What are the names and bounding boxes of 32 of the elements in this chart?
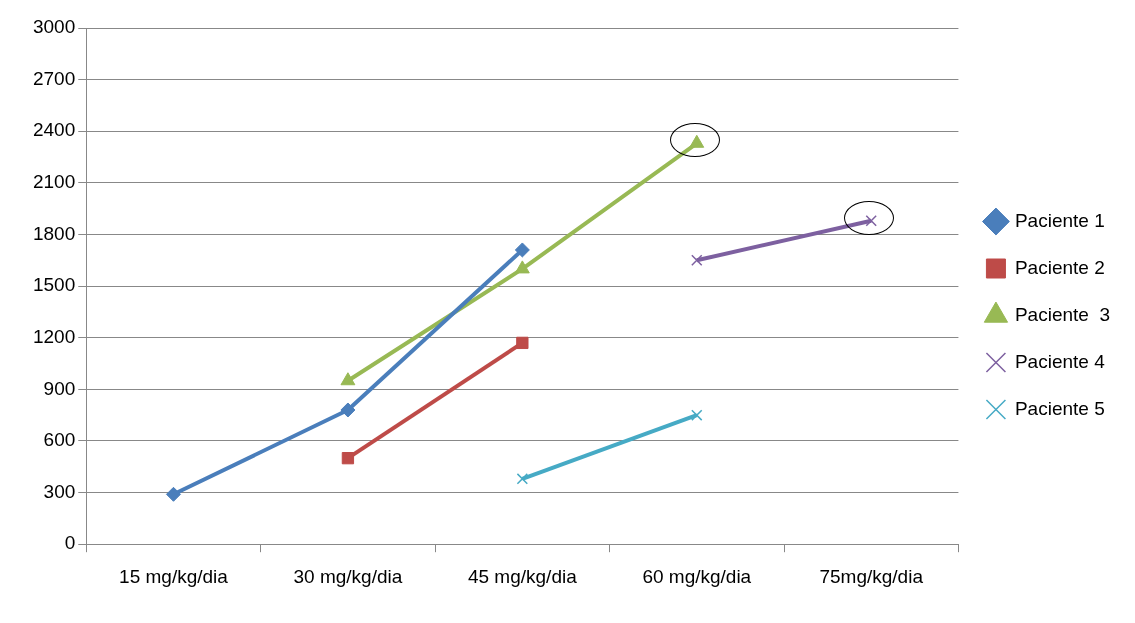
x-tick-label: 45 mg/kg/dia — [467, 565, 578, 587]
x-tick-label: 60 mg/kg/dia — [642, 565, 752, 587]
y-tick-label: 1800 — [32, 222, 76, 244]
y-tick-label: 900 — [43, 377, 76, 399]
point — [516, 336, 529, 350]
legend-label: Paciente 2 — [1014, 256, 1105, 278]
y-tick-label: 2100 — [32, 171, 76, 193]
point — [165, 486, 181, 502]
legend-label: Paciente 3 — [1014, 303, 1111, 325]
legend-label: Paciente 1 — [1014, 209, 1105, 231]
point — [340, 402, 356, 418]
x-tick-label: 75mg/kg/dia — [819, 565, 924, 587]
point — [691, 254, 703, 266]
x-tick-label: 30 mg/kg/dia — [293, 565, 403, 587]
point — [691, 409, 703, 421]
y-tick-label: 2700 — [32, 67, 76, 89]
legend-label: Paciente 5 — [1014, 397, 1105, 419]
legend-label: Paciente 4 — [1014, 350, 1106, 372]
point — [514, 242, 530, 258]
point — [341, 452, 355, 465]
point — [865, 215, 877, 227]
y-tick-label: 600 — [43, 429, 76, 451]
point — [516, 473, 529, 485]
y-tick-label: 1500 — [32, 274, 76, 296]
x-tick-label: 15 mg/kg/dia — [119, 565, 229, 587]
y-tick-label: 2400 — [32, 119, 76, 141]
y-tick-label: 3000 — [32, 16, 76, 38]
point — [514, 260, 530, 274]
y-tick-label: 1200 — [32, 325, 76, 347]
y-tick-label: 300 — [43, 480, 76, 502]
y-tick-label: 0 — [64, 532, 76, 554]
point — [340, 372, 356, 386]
